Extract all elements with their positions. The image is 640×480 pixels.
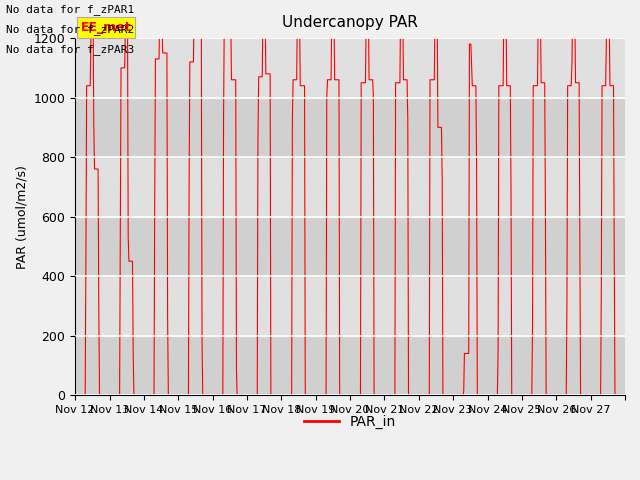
Text: No data for f_zPAR2: No data for f_zPAR2	[6, 24, 134, 35]
Title: Undercanopy PAR: Undercanopy PAR	[282, 15, 418, 30]
Text: No data for f_zPAR3: No data for f_zPAR3	[6, 44, 134, 55]
Bar	[75, 97, 625, 157]
Bar	[75, 38, 625, 97]
Text: EE_met: EE_met	[81, 21, 131, 34]
Text: No data for f_zPAR1: No data for f_zPAR1	[6, 4, 134, 15]
Bar	[75, 157, 625, 216]
Y-axis label: PAR (umol/m2/s): PAR (umol/m2/s)	[15, 165, 28, 268]
Bar	[75, 336, 625, 395]
Legend: PAR_in: PAR_in	[298, 409, 402, 434]
Bar	[75, 276, 625, 336]
Bar	[75, 216, 625, 276]
